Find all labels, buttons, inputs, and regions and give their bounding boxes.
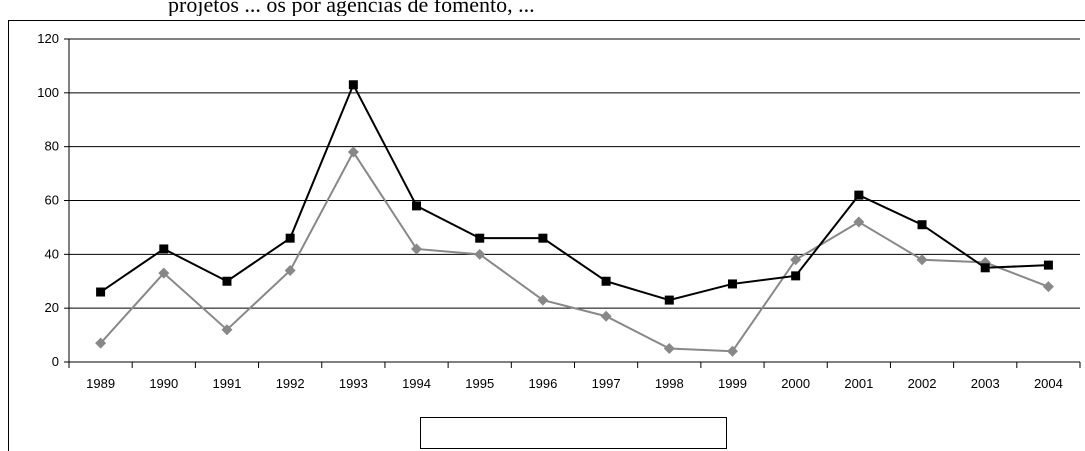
data-point-aprovados bbox=[854, 190, 864, 200]
x-tick-label: 1999 bbox=[718, 376, 747, 391]
x-tick-label: 1991 bbox=[213, 376, 242, 391]
data-point-aprovados bbox=[222, 276, 232, 286]
data-point-aprovados bbox=[348, 80, 358, 90]
y-tick-label: 80 bbox=[45, 139, 59, 154]
legend bbox=[420, 417, 727, 449]
data-point-retidos bbox=[474, 248, 486, 260]
data-point-retidos bbox=[347, 146, 359, 158]
data-point-retidos bbox=[284, 264, 296, 276]
x-tick-label: 1990 bbox=[149, 376, 178, 391]
x-tick-label: 1998 bbox=[655, 376, 684, 391]
data-point-retidos bbox=[1042, 281, 1054, 293]
data-point-retidos bbox=[221, 324, 233, 336]
data-point-retidos bbox=[853, 216, 865, 228]
x-tick-label: 2004 bbox=[1034, 376, 1063, 391]
data-point-aprovados bbox=[791, 271, 801, 281]
data-point-retidos bbox=[158, 267, 170, 279]
data-point-aprovados bbox=[475, 233, 485, 243]
data-point-retidos bbox=[790, 254, 802, 266]
y-tick-label: 40 bbox=[45, 246, 59, 261]
x-tick-label: 1989 bbox=[86, 376, 115, 391]
y-tick-label: 60 bbox=[45, 193, 59, 208]
data-point-aprovados bbox=[412, 201, 422, 211]
caption-fragment: projetos ... os por agências de fomento,… bbox=[168, 0, 535, 16]
x-tick-label: 2001 bbox=[844, 376, 873, 391]
x-tick-label: 1993 bbox=[339, 376, 368, 391]
data-point-retidos bbox=[600, 310, 612, 322]
data-point-aprovados bbox=[1043, 260, 1053, 270]
x-tick-label: 2003 bbox=[971, 376, 1000, 391]
y-tick-label: 20 bbox=[45, 300, 59, 315]
y-tick-label: 0 bbox=[52, 354, 59, 369]
data-point-aprovados bbox=[664, 295, 674, 305]
data-point-aprovados bbox=[917, 220, 927, 230]
x-tick-label: 1995 bbox=[465, 376, 494, 391]
x-tick-label: 2002 bbox=[908, 376, 937, 391]
data-point-retidos bbox=[663, 343, 675, 355]
data-point-aprovados bbox=[159, 244, 169, 254]
data-point-aprovados bbox=[980, 263, 990, 273]
data-point-aprovados bbox=[285, 233, 295, 243]
y-tick-label: 100 bbox=[37, 85, 59, 100]
x-tick-label: 1996 bbox=[528, 376, 557, 391]
x-tick-label: 1992 bbox=[276, 376, 305, 391]
data-point-aprovados bbox=[538, 233, 548, 243]
data-point-retidos bbox=[537, 294, 549, 306]
y-tick-label: 120 bbox=[37, 31, 59, 46]
data-point-retidos bbox=[726, 345, 738, 357]
x-tick-label: 2000 bbox=[781, 376, 810, 391]
x-tick-label: 1997 bbox=[592, 376, 621, 391]
series-line-aprovados bbox=[100, 82, 1049, 302]
chart-frame bbox=[8, 20, 1085, 451]
data-point-retidos bbox=[916, 254, 928, 266]
data-point-aprovados bbox=[601, 276, 611, 286]
series-line-retidos bbox=[99, 150, 1049, 353]
x-tick-label: 1994 bbox=[402, 376, 431, 391]
data-point-retidos bbox=[95, 337, 107, 349]
data-point-aprovados bbox=[727, 279, 737, 289]
data-point-retidos bbox=[411, 243, 423, 255]
data-point-aprovados bbox=[96, 287, 106, 297]
